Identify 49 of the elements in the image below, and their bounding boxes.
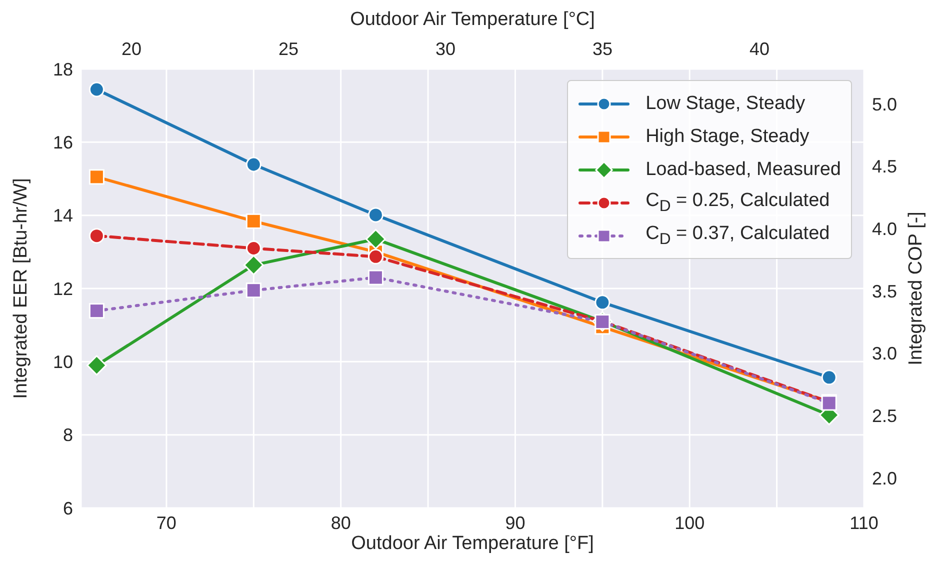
point <box>246 282 262 298</box>
x2-tick-label: 25 <box>278 39 299 59</box>
x-tick-label: 110 <box>850 512 878 533</box>
y2-axis-title: Integrated COP [-] <box>906 212 926 366</box>
x2-axis-title: Outdoor Air Temperature [°C] <box>350 9 595 30</box>
y2-tick-label: 2.0 <box>872 468 898 488</box>
y-tick-label: 16 <box>52 132 73 153</box>
y-tick-label: 10 <box>52 352 73 372</box>
point <box>368 270 384 286</box>
x-tick-label: 70 <box>156 512 176 533</box>
legend-label: C$_{D}$ = 0.37, Calculated <box>646 222 830 248</box>
point <box>243 254 264 276</box>
legend-label: C$_{D}$ = 0.25, Calculated <box>646 190 830 216</box>
x-tick-label: 90 <box>505 512 526 533</box>
y2-tick-label: 3.0 <box>872 344 898 364</box>
point <box>366 228 386 250</box>
y-tick-label: 6 <box>62 498 73 518</box>
y-axis-title: Integrated EER [Btu-hr/W] <box>10 178 32 399</box>
y2-tick-label: 4.5 <box>872 156 898 177</box>
point <box>88 82 104 98</box>
x2-tick-label: 40 <box>749 39 770 59</box>
point <box>368 248 384 264</box>
point <box>88 303 104 319</box>
point <box>821 370 837 386</box>
x2-tick-label: 30 <box>435 39 456 59</box>
y-tick-label: 8 <box>62 425 73 446</box>
y2-tick-label: 5.0 <box>872 94 898 114</box>
point <box>594 294 610 310</box>
y2-tick-label: 3.5 <box>872 281 898 302</box>
point <box>368 207 384 223</box>
y-tick-label: 18 <box>52 59 73 80</box>
y2-tick-label: 4.0 <box>872 219 898 240</box>
y-tick-label: 12 <box>52 278 73 299</box>
legend-label: Low Stage, Steady <box>646 92 806 114</box>
x-tick-label: 80 <box>330 512 351 533</box>
point <box>246 213 262 229</box>
legend-label: High Stage, Steady <box>646 126 810 148</box>
point <box>246 240 262 256</box>
x2-tick-label: 35 <box>592 39 612 59</box>
point <box>88 169 104 185</box>
x-axis-title: Outdoor Air Temperature [°F] <box>351 533 594 554</box>
point <box>86 355 107 376</box>
legend-label: Load-based, Measured <box>646 158 841 180</box>
x-tick-label: 100 <box>674 512 705 533</box>
point <box>246 156 262 172</box>
x2-tick-label: 20 <box>122 39 142 59</box>
point <box>88 228 104 244</box>
y-tick-label: 14 <box>52 206 73 226</box>
y2-tick-label: 2.5 <box>872 406 898 426</box>
